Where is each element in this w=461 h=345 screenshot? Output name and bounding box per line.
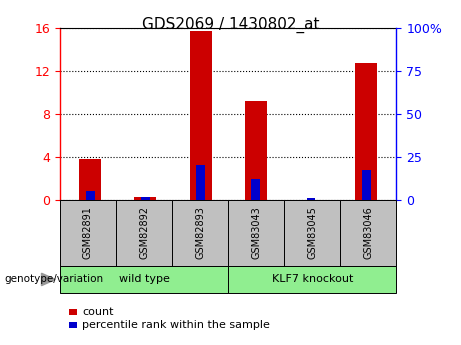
Bar <box>362 170 371 200</box>
Bar <box>141 197 150 200</box>
Text: GSM83046: GSM83046 <box>363 207 373 259</box>
Bar <box>196 165 205 200</box>
Bar <box>86 190 95 200</box>
Bar <box>307 198 315 200</box>
Bar <box>245 101 267 200</box>
Text: GSM82891: GSM82891 <box>83 206 93 259</box>
Text: KLF7 knockout: KLF7 knockout <box>272 275 353 284</box>
Bar <box>189 31 212 200</box>
Text: count: count <box>82 307 113 317</box>
Bar <box>79 159 101 200</box>
Bar <box>135 197 156 200</box>
Text: genotype/variation: genotype/variation <box>5 275 104 284</box>
Bar <box>355 63 377 200</box>
Text: percentile rank within the sample: percentile rank within the sample <box>82 321 270 330</box>
Bar <box>300 199 322 200</box>
Text: GDS2069 / 1430802_at: GDS2069 / 1430802_at <box>142 17 319 33</box>
Text: GSM83043: GSM83043 <box>251 207 261 259</box>
Text: GSM82892: GSM82892 <box>139 206 149 259</box>
Bar <box>251 179 260 200</box>
Text: GSM83045: GSM83045 <box>307 206 317 259</box>
Text: GSM82893: GSM82893 <box>195 206 205 259</box>
Text: wild type: wild type <box>118 275 170 284</box>
